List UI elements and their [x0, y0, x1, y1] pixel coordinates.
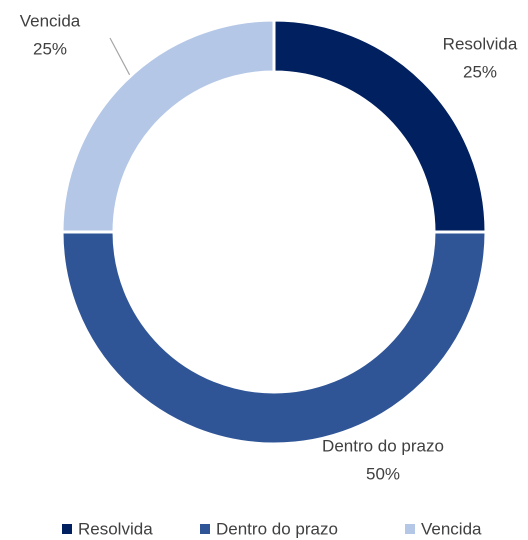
- legend-label: Vencida: [421, 519, 482, 538]
- data-label-value: 50%: [366, 464, 400, 483]
- data-label-value: 25%: [33, 39, 67, 58]
- legend-swatch: [62, 524, 72, 534]
- donut-segment: [60, 18, 276, 234]
- data-label-name: Dentro do prazo: [322, 436, 444, 455]
- legend-label: Dentro do prazo: [216, 519, 338, 538]
- data-label-value: 25%: [463, 62, 497, 81]
- data-label-name: Resolvida: [443, 34, 518, 53]
- legend-label: Resolvida: [78, 519, 153, 538]
- data-label-name: Vencida: [20, 11, 81, 30]
- donut-segment: [60, 230, 488, 446]
- legend-swatch: [200, 524, 210, 534]
- legend-swatch: [405, 524, 415, 534]
